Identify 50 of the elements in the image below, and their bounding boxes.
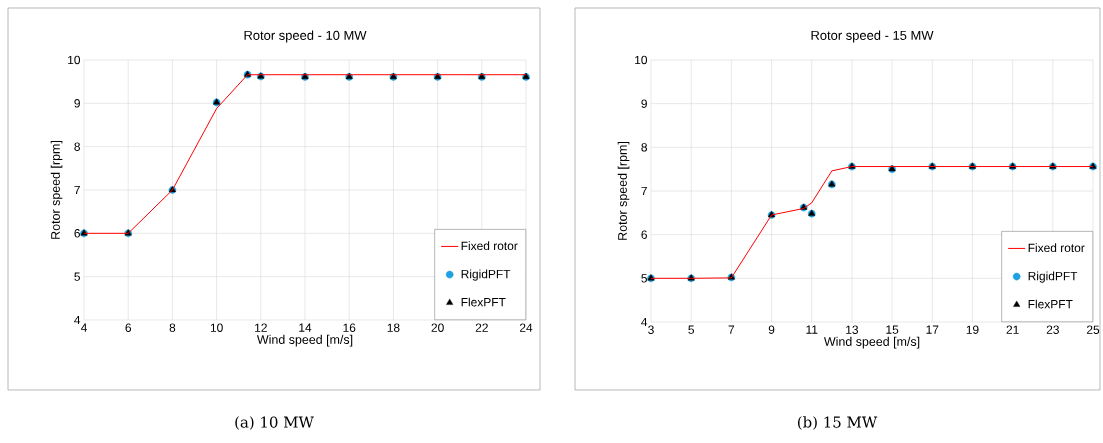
legend-label: Fixed rotor [1028, 243, 1085, 253]
chart-title: Rotor speed - 15 MW [811, 30, 934, 43]
y-tick-label: 5 [641, 274, 647, 283]
chart-title: Rotor speed - 10 MW [244, 30, 367, 43]
x-tick-label: 14 [299, 323, 312, 332]
x-tick-label: 20 [431, 323, 444, 332]
x-tick-label: 4 [80, 323, 87, 332]
x-tick-label: 15 [886, 325, 899, 334]
y-axis-title: Rotor speed [rpm] [50, 141, 63, 239]
x-tick-label: 11 [806, 325, 818, 334]
y-tick-label: 7 [74, 185, 80, 195]
x-tick-label: 18 [387, 323, 400, 332]
text: (b) 15 MW [797, 416, 878, 430]
x-tick-label: 5 [688, 325, 695, 334]
x-tick-label: 12 [255, 323, 267, 332]
x-tick-label: 17 [926, 325, 939, 334]
x-tick-label: 13 [846, 325, 859, 334]
x-tick-label: 8 [169, 323, 176, 332]
y-tick-label: 7 [641, 186, 647, 196]
y-tick-label: 10 [635, 55, 648, 65]
legend-label: RigidPFT [1028, 271, 1078, 283]
x-tick-label: 3 [648, 325, 654, 334]
y-tick-label: 10 [68, 55, 81, 65]
x-tick-label: 19 [966, 325, 979, 334]
y-tick-label: 9 [74, 99, 80, 108]
text: (a) 10 MW [235, 416, 314, 430]
y-tick-label: 4 [74, 315, 81, 325]
y-tick-label: 6 [74, 229, 80, 238]
x-axis-title: Wind speed [m/s] [256, 334, 353, 347]
legend-label: FlexPFT [1028, 299, 1073, 309]
x-axis-title: Wind speed [m/s] [823, 336, 920, 349]
y-axis-title: Rotor speed [rpm] [617, 142, 630, 240]
x-tick-label: 24 [519, 323, 533, 332]
x-tick-label: 9 [768, 325, 775, 334]
y-tick-label: 8 [74, 142, 80, 151]
x-tick-label: 22 [475, 323, 488, 332]
x-tick-label: 6 [125, 323, 132, 332]
x-tick-label: 25 [1086, 325, 1100, 334]
x-tick-label: 23 [1046, 325, 1059, 334]
legend-label: RigidPFT [461, 269, 511, 281]
y-tick-label: 9 [641, 99, 647, 108]
legend-label: FlexPFT [461, 297, 506, 307]
y-tick-label: 8 [641, 143, 647, 152]
legend-label: Fixed rotor [461, 241, 518, 251]
x-tick-label: 7 [728, 325, 735, 334]
y-tick-label: 6 [641, 230, 647, 239]
x-tick-label: 10 [210, 323, 223, 332]
x-tick-label: 21 [1006, 325, 1019, 334]
y-tick-label: 5 [74, 272, 80, 281]
x-tick-label: 16 [343, 323, 356, 332]
